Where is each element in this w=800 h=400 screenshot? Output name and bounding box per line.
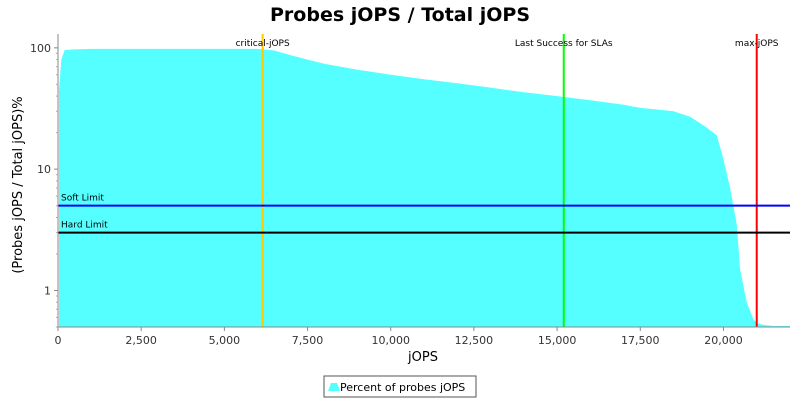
legend: Percent of probes jOPS (323, 375, 477, 398)
y-axis-label: (Probes jOPS / Total jOPS)% (11, 96, 26, 273)
x-tick-label-1: 2,500 (125, 334, 157, 347)
vertical-marker-label-0: critical-jOPS (236, 39, 290, 49)
x-tick-label-8: 20,000 (704, 334, 743, 347)
y-tick-label-0: 1 (44, 284, 51, 297)
x-tick-label-2: 5,000 (209, 334, 241, 347)
x-tick-label-0: 0 (55, 334, 62, 347)
x-axis-label: jOPS (407, 350, 438, 365)
legend-box (323, 375, 477, 398)
series-area-0 (59, 48, 790, 328)
plot-area: critical-jOPS Last Success for SLAs max-jO… (30, 34, 790, 347)
horizontal-marker-label-0: Soft Limit (61, 194, 104, 204)
x-tick-label-6: 15,000 (538, 334, 577, 347)
legend-entry-label: Percent of probes jOPS (340, 381, 465, 394)
marker-layer: critical-jOPS Last Success for SLAs max-jO… (58, 34, 790, 327)
x-tick-label-7: 17,500 (621, 334, 660, 347)
vertical-marker-label-2: max-jOPS (735, 39, 779, 49)
x-tick-label-4: 10,000 (371, 334, 410, 347)
chart-title: Probes jOPS / Total jOPS (270, 4, 530, 26)
y-tick-label-1: 10 (37, 163, 51, 176)
x-tick-label-3: 7,500 (292, 334, 324, 347)
vertical-marker-label-1: Last Success for SLAs (515, 39, 613, 49)
horizontal-marker-label-1: Hard Limit (61, 221, 108, 231)
legend-swatch-icon (328, 383, 340, 391)
axes-layer: 0 2,500 5,000 7,500 10,000 12,500 15,000 17,500… (30, 34, 790, 347)
x-tick-label-5: 12,500 (455, 334, 494, 347)
series-layer (59, 48, 790, 328)
y-tick-label-2: 100 (30, 42, 51, 55)
